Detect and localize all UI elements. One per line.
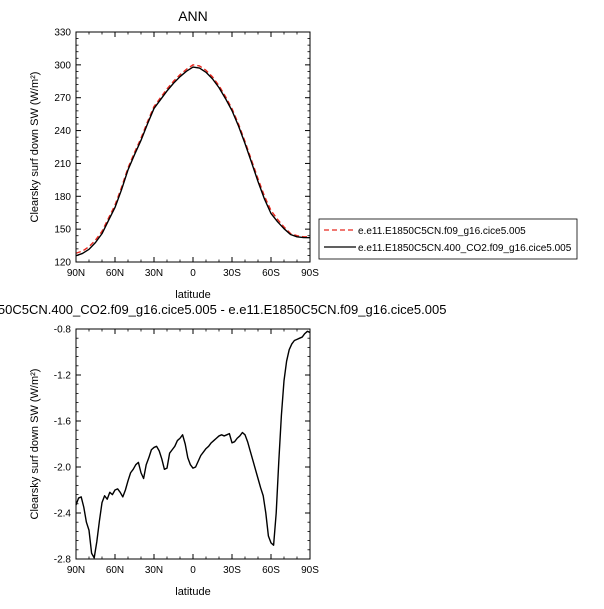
top-x-tick-label: 90S — [301, 268, 319, 279]
top-panel: ANN 90N 60N 30N 0 30S 60S 90S 120 150 180 210 240 27… — [29, 8, 319, 301]
bottom-y-tick-label: -2.0 — [54, 463, 72, 474]
top-x-tick-label: 30N — [145, 268, 163, 279]
bottom-y-tick-label: -1.6 — [54, 417, 72, 428]
bottom-x-tick-label: 0 — [190, 565, 196, 576]
legend-label-co2: e.e11.E1850C5CN.400_CO2.f09_g16.cice5.00… — [358, 243, 572, 254]
bottom-x-tick-label: 90S — [301, 565, 319, 576]
bottom-plot-frame — [75, 328, 311, 560]
bottom-chart-title: e.e11.E1850C5CN.400_CO2.f09_g16.cice5.00… — [0, 302, 446, 317]
top-x-tick-label: 60S — [262, 268, 280, 279]
bottom-y-tick-label: -2.4 — [54, 509, 72, 520]
top-x-tick-label: 90N — [67, 268, 85, 279]
bottom-panel: e.e11.E1850C5CN.400_CO2.f09_g16.cice5.00… — [0, 302, 446, 598]
bottom-x-tick-label: 60N — [106, 565, 124, 576]
top-y-tick-label: 210 — [54, 159, 71, 170]
bottom-x-axis-label: latitude — [175, 586, 210, 598]
bottom-y-tick-label: -2.8 — [54, 555, 72, 566]
top-y-tick-label: 180 — [54, 192, 71, 203]
top-axis-ticks: 90N 60N 30N 0 30S 60S 90S 120 150 180 210 240 270 300… — [54, 28, 319, 280]
top-y-tick-label: 240 — [54, 126, 71, 137]
top-series-line-0 — [75, 64, 310, 254]
top-y-tick-label: 330 — [54, 28, 71, 39]
bottom-x-tick-label: 30N — [145, 565, 163, 576]
top-chart-title: ANN — [178, 8, 208, 24]
bottom-y-axis-label: Clearsky surf down SW (W/m²) — [29, 369, 41, 520]
top-x-tick-label: 60N — [106, 268, 124, 279]
legend: e.e11.E1850C5CN.f09_g16.cice5.005 e.e11.… — [318, 218, 578, 260]
legend-label-control: e.e11.E1850C5CN.f09_g16.cice5.005 — [358, 226, 526, 237]
top-x-axis-label: latitude — [175, 289, 210, 301]
bottom-y-tick-label: -1.2 — [54, 371, 72, 382]
top-y-tick-label: 120 — [54, 258, 71, 269]
bottom-x-tick-label: 90N — [67, 565, 85, 576]
top-y-tick-label: 150 — [54, 225, 71, 236]
bottom-y-tick-label: -0.8 — [54, 325, 72, 336]
top-x-tick-label: 0 — [190, 268, 196, 279]
bottom-series-group — [75, 330, 311, 559]
top-series-group — [75, 64, 311, 257]
top-y-axis-label: Clearsky surf down SW (W/m²) — [29, 72, 41, 223]
top-y-tick-label: 300 — [54, 60, 71, 71]
top-x-tick-label: 30S — [223, 268, 241, 279]
bottom-x-tick-label: 30S — [223, 565, 241, 576]
legend-box — [318, 218, 578, 260]
top-series-line-1 — [75, 66, 311, 257]
bottom-series-line-0 — [75, 330, 311, 559]
top-plot-frame — [75, 31, 311, 263]
bottom-x-tick-label: 60S — [262, 565, 280, 576]
top-y-tick-label: 270 — [54, 93, 71, 104]
